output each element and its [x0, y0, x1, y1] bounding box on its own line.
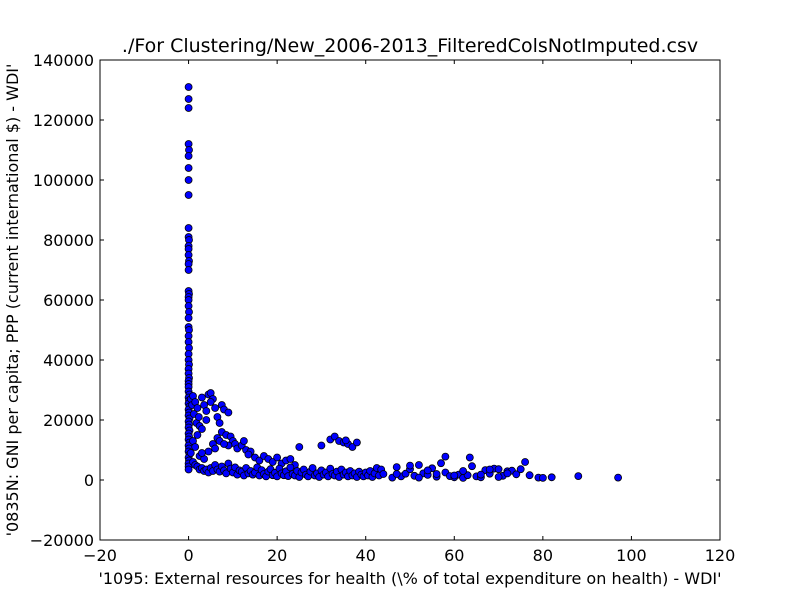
scatter-point — [465, 453, 474, 462]
scatter-point — [184, 266, 193, 274]
x-tick-label: 100 — [616, 546, 647, 565]
scatter-point — [184, 176, 193, 184]
scatter-point — [202, 416, 211, 424]
scatter-point — [485, 465, 494, 474]
x-tick-label: 20 — [267, 546, 287, 565]
scatter-point — [441, 452, 450, 461]
scatter-point — [525, 471, 534, 480]
scatter-point — [476, 470, 485, 479]
scatter-point — [193, 404, 202, 412]
scatter-point — [184, 191, 193, 199]
scatter-point — [244, 450, 253, 459]
scatter-point — [317, 441, 326, 450]
scatter-point — [539, 473, 547, 482]
scatter-point — [414, 473, 423, 482]
scatter-point — [197, 393, 206, 402]
scatter-point — [224, 408, 233, 417]
y-tick-label: 40000 — [43, 351, 94, 370]
scatter-point — [392, 463, 401, 472]
scatter-point — [432, 470, 441, 478]
scatter-point — [494, 465, 503, 474]
scatter-point — [184, 224, 193, 232]
scatter-point — [406, 461, 414, 470]
scatter-point — [184, 104, 193, 112]
scatter-point — [194, 413, 203, 421]
scatter-point — [184, 95, 193, 103]
scatter-point — [197, 425, 206, 433]
scatter-point — [450, 471, 459, 480]
scatter-point — [202, 407, 211, 415]
scatter-point — [521, 458, 529, 466]
scatter-point — [211, 404, 220, 412]
axis-ticks: −20 0 20 40 60 80 100 120 −20000 0 20000 40000 60000… — [30, 51, 736, 565]
y-tick-label: 0 — [84, 471, 94, 490]
scatter-point — [459, 467, 468, 475]
scatter-point — [512, 470, 521, 479]
scatter-point — [614, 473, 622, 482]
scatter-point — [191, 443, 200, 451]
x-tick-label: 80 — [533, 546, 553, 565]
chart-title: ./For Clustering/New_2006-2013_FilteredC… — [122, 35, 698, 57]
scatter-point — [379, 470, 388, 478]
scatter-point — [273, 453, 282, 462]
x-tick-label: 60 — [444, 546, 464, 565]
scatter-point — [286, 463, 295, 472]
scatter-point — [503, 469, 512, 478]
x-tick-label: 40 — [356, 546, 376, 565]
scatter-point — [193, 431, 202, 439]
y-tick-label: 140000 — [33, 51, 94, 70]
y-tick-label: 60000 — [43, 291, 94, 310]
scatter-point — [197, 449, 206, 457]
y-tick-label: 20000 — [43, 411, 94, 430]
scatter-point — [547, 473, 556, 482]
scatter-point — [494, 473, 503, 481]
scatter-point — [184, 465, 193, 474]
scatter-point — [186, 449, 195, 457]
scatter-point — [437, 459, 445, 468]
data-points — [184, 83, 622, 482]
scatter-point — [414, 461, 423, 469]
scatter-point — [574, 472, 583, 481]
scatter-point — [341, 436, 350, 445]
scatter-point — [286, 455, 295, 463]
scatter-point — [206, 398, 215, 406]
y-tick-label: 80000 — [43, 231, 94, 250]
scatter-point — [211, 444, 220, 453]
y-tick-label: 120000 — [33, 111, 94, 130]
x-tick-label: −20 — [83, 546, 117, 565]
scatter-point — [468, 462, 476, 471]
x-tick-label: 0 — [183, 546, 193, 565]
scatter-point — [239, 437, 248, 445]
x-axis-label: '1095: External resources for health (\%… — [98, 569, 721, 588]
scatter-point — [295, 443, 304, 451]
scatter-point — [220, 440, 228, 448]
scatter-point — [516, 465, 525, 474]
scatter-point — [352, 438, 361, 447]
scatter-point — [184, 83, 193, 91]
y-tick-label: 100000 — [33, 171, 94, 190]
scatter-point — [308, 464, 317, 472]
scatter-point — [184, 164, 193, 172]
scatter-point — [392, 470, 401, 478]
scatter-point — [184, 152, 193, 160]
scatter-point — [215, 419, 224, 427]
y-tick-label: −20000 — [30, 531, 94, 550]
x-tick-label: 120 — [705, 546, 736, 565]
scatter-point — [204, 447, 213, 456]
scatter-point — [423, 466, 432, 475]
scatter-point — [184, 314, 193, 322]
y-axis-label: '0835N: GNI per capita; PPP (current int… — [3, 64, 22, 537]
